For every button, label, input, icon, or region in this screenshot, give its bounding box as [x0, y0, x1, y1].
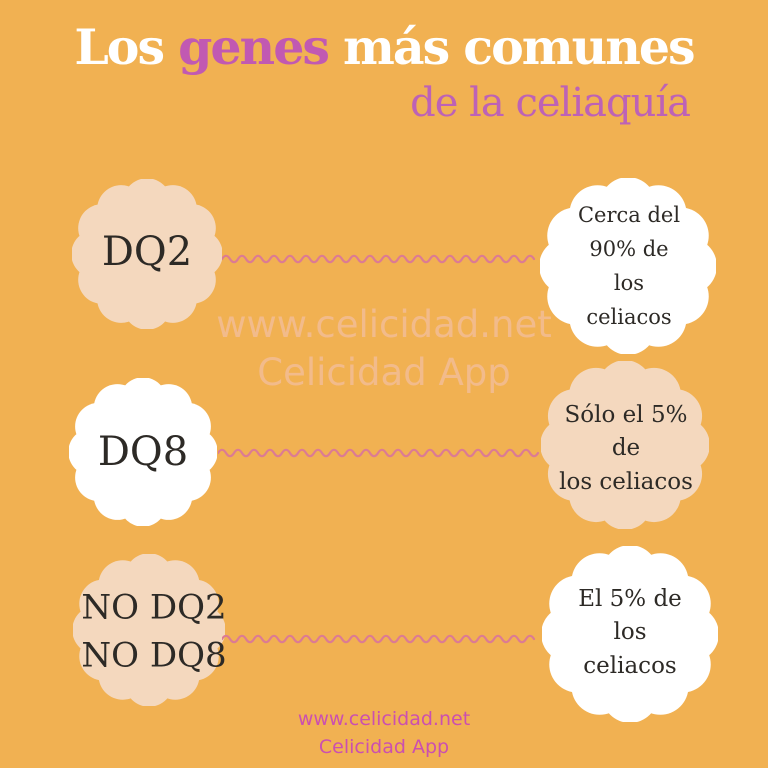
title-highlight-genes: genes	[178, 18, 330, 76]
footer-url: www.celicidad.net	[297, 708, 471, 730]
flower-shape-no-dq2-dq8	[73, 554, 225, 706]
title-part-2: más comunes	[327, 18, 696, 76]
watermark-url: www.celicidad.net	[216, 303, 552, 346]
flower-shape-result-row1	[540, 178, 716, 354]
result-label-row1: Cerca del 90% de los celiacos	[577, 202, 681, 330]
result-label-row3: El 5% de los celiacos	[578, 585, 682, 679]
flower-shape-dq2	[72, 179, 222, 329]
flower-shape-result-row3	[542, 546, 718, 722]
wavy-connector-row1	[220, 250, 540, 264]
gene-label-dq2: DQ2	[101, 229, 193, 275]
flower-shape-result-row2	[541, 361, 709, 529]
flower-shape-dq8	[69, 378, 217, 526]
wavy-connector-row3	[220, 630, 542, 644]
watermark-app: Celicidad App	[257, 351, 511, 394]
gene-label-no-dq2-dq8: NO DQ2 NO DQ8	[81, 587, 227, 675]
wavy-connector-row2	[216, 444, 545, 458]
gene-label-dq8: DQ8	[97, 429, 189, 475]
result-label-row2: Sólo el 5% de los celiacos	[559, 401, 693, 495]
footer-app: Celicidad App	[318, 736, 450, 758]
page-subtitle: de la celiaquía	[410, 80, 691, 126]
page-title: Los genes más comunes	[0, 18, 768, 76]
title-part-1: Los	[74, 18, 179, 76]
